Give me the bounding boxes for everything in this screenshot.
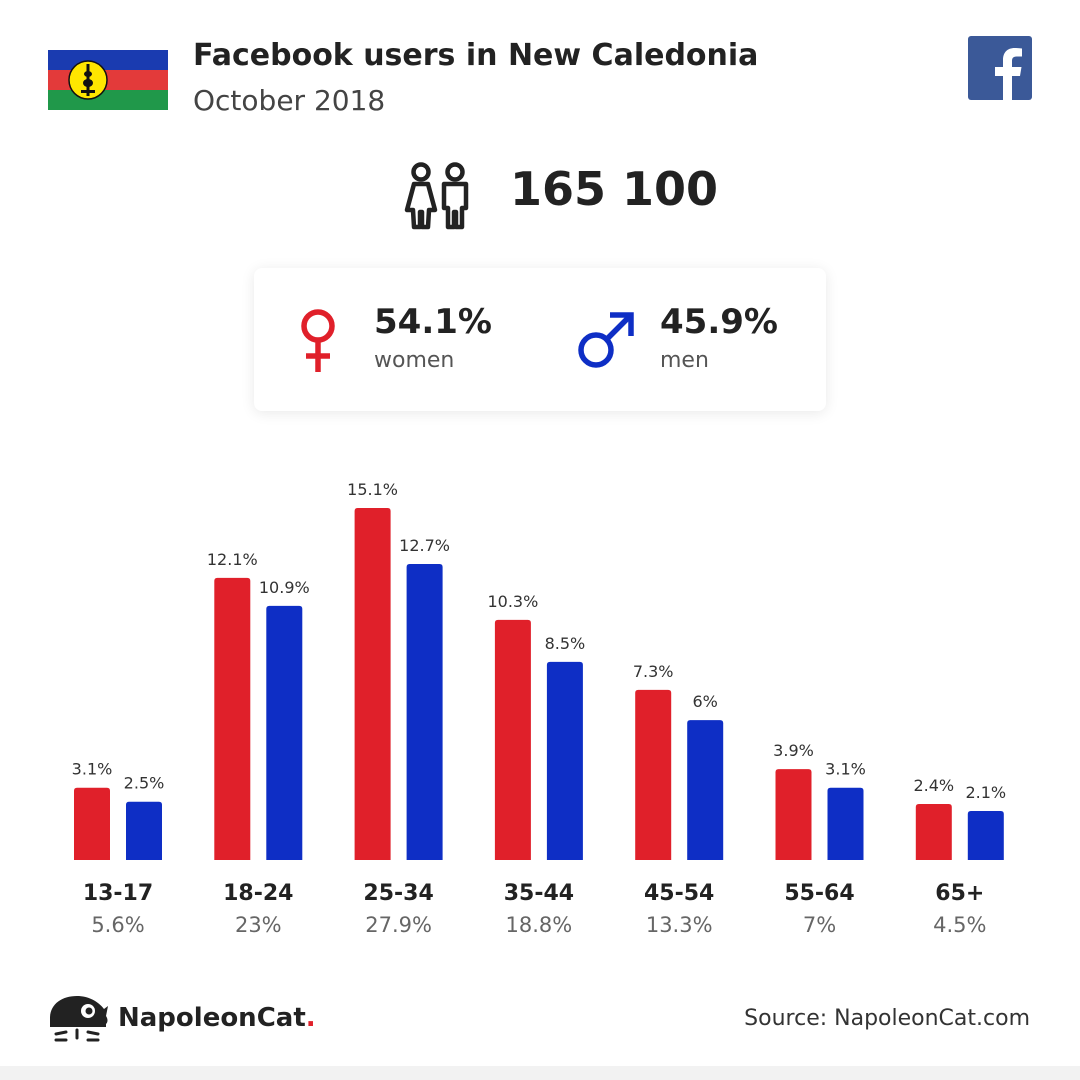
bar-women-65+: [915, 804, 952, 860]
bar-label-women-35-44: 10.3%: [487, 592, 538, 611]
bar-label-men-35-44: 8.5%: [545, 634, 586, 653]
brand-dot: .: [305, 1003, 316, 1033]
bar-women-25-34: [354, 508, 391, 860]
bar-label-men-13-17: 2.5%: [124, 774, 165, 793]
women-label: women: [374, 348, 455, 373]
bar-women-35-44: [494, 619, 531, 860]
category-label-45-54: 45-54: [644, 881, 714, 906]
napoleoncat-logo-icon: [50, 996, 108, 1042]
bar-men-45-54: [687, 720, 724, 860]
bar-men-55-64: [827, 787, 864, 860]
category-label-18-24: 18-24: [223, 881, 293, 906]
category-label-65+: 65+: [935, 881, 984, 906]
bar-women-45-54: [635, 689, 672, 860]
female-symbol-icon: [301, 309, 335, 372]
bar-label-women-55-64: 3.9%: [773, 741, 814, 760]
bar-women-18-24: [214, 577, 251, 860]
bar-label-women-25-34: 15.1%: [347, 480, 398, 499]
people-icon: [404, 162, 469, 230]
bar-men-65+: [967, 811, 1004, 860]
bar-women-13-17: [74, 787, 110, 860]
bar-men-13-17: [126, 801, 162, 860]
category-label-35-44: 35-44: [504, 881, 574, 906]
bar-label-men-45-54: 6%: [693, 692, 718, 711]
bar-men-18-24: [266, 605, 303, 860]
category-total-55-64: 7%: [803, 913, 836, 937]
brand-text: NapoleonCat: [118, 1003, 306, 1033]
bar-label-women-65+: 2.4%: [913, 776, 954, 795]
bar-label-men-25-34: 12.7%: [399, 536, 450, 555]
gender-card: 54.1% women 45.9% men: [254, 268, 826, 411]
bar-women-55-64: [775, 769, 812, 860]
women-percentage: 54.1%: [374, 302, 492, 342]
men-label: men: [660, 348, 709, 373]
bar-label-women-13-17: 3.1%: [72, 760, 113, 779]
category-label-13-17: 13-17: [83, 881, 153, 906]
bar-label-men-65+: 2.1%: [965, 783, 1006, 802]
brand-name: NapoleonCat.: [118, 1003, 316, 1033]
men-percentage: 45.9%: [660, 302, 778, 342]
bar-label-women-18-24: 12.1%: [207, 550, 258, 569]
bar-label-women-45-54: 7.3%: [633, 662, 674, 681]
category-total-65+: 4.5%: [933, 913, 986, 937]
category-label-55-64: 55-64: [784, 881, 854, 906]
category-total-35-44: 18.8%: [506, 913, 573, 937]
category-label-25-34: 25-34: [363, 881, 433, 906]
category-total-25-34: 27.9%: [365, 913, 432, 937]
male-symbol-icon: [578, 312, 634, 368]
bar-label-men-18-24: 10.9%: [259, 578, 310, 597]
category-total-13-17: 5.6%: [91, 913, 144, 937]
bar-men-25-34: [406, 563, 443, 860]
category-total-45-54: 13.3%: [646, 913, 713, 937]
bar-men-35-44: [546, 661, 583, 860]
total-users: 165 100: [510, 162, 719, 216]
facebook-logo-icon: [968, 36, 1032, 100]
bottom-strip: [0, 1066, 1080, 1080]
page-subtitle: October 2018: [193, 84, 386, 117]
source-credit: Source: NapoleonCat.com: [744, 1006, 1030, 1031]
category-total-18-24: 23%: [235, 913, 282, 937]
page-title: Facebook users in New Caledonia: [193, 38, 759, 73]
new-caledonia-flag-icon: [48, 50, 168, 110]
bar-label-men-55-64: 3.1%: [825, 760, 866, 779]
